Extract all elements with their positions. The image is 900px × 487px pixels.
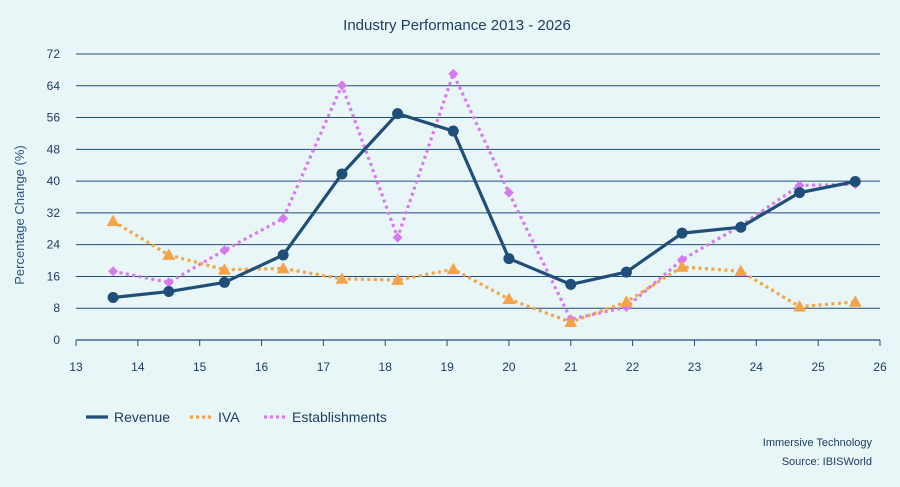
x-axis: 13 14 15 16 17 18 19 20 21 22 23 24 25 26 bbox=[69, 340, 887, 374]
data-point-iva bbox=[793, 300, 807, 312]
y-tick-label: 0 bbox=[53, 333, 60, 347]
data-point-revenue bbox=[392, 108, 404, 120]
data-point-establishments bbox=[278, 213, 289, 224]
legend-item-revenue: Revenue bbox=[86, 409, 170, 425]
data-point-iva bbox=[848, 295, 862, 307]
x-tick-label: 22 bbox=[626, 360, 640, 374]
data-point-revenue bbox=[336, 168, 348, 180]
data-point-revenue bbox=[620, 266, 632, 278]
data-point-establishments bbox=[503, 187, 514, 198]
data-point-iva bbox=[335, 272, 349, 284]
x-tick-label: 20 bbox=[502, 360, 516, 374]
data-point-iva bbox=[564, 315, 578, 327]
data-point-revenue bbox=[218, 276, 230, 288]
data-point-revenue bbox=[794, 187, 806, 199]
x-tick-label: 24 bbox=[750, 360, 764, 374]
y-tick-label: 56 bbox=[47, 111, 61, 125]
y-tick-label: 40 bbox=[47, 174, 61, 188]
data-point-iva bbox=[446, 262, 460, 275]
x-tick-label: 19 bbox=[440, 360, 454, 374]
y-tick-label: 32 bbox=[47, 206, 61, 220]
y-axis: 0 8 16 24 32 40 48 56 64 72 bbox=[47, 47, 61, 347]
series-line-iva bbox=[112, 219, 856, 324]
chart-title: Industry Performance 2013 - 2026 bbox=[343, 17, 571, 34]
data-point-revenue bbox=[277, 249, 289, 261]
series-revenue bbox=[107, 108, 861, 303]
data-point-revenue bbox=[107, 291, 119, 303]
x-tick-label: 21 bbox=[564, 360, 578, 374]
x-tick-label: 14 bbox=[131, 360, 145, 374]
data-point-iva bbox=[619, 295, 633, 307]
data-point-revenue bbox=[447, 125, 459, 137]
x-tick-label: 17 bbox=[317, 360, 331, 374]
data-point-iva bbox=[162, 248, 176, 260]
data-point-establishments bbox=[448, 68, 459, 79]
x-tick-label: 16 bbox=[255, 360, 269, 374]
data-point-establishments bbox=[163, 277, 174, 288]
data-point-establishments bbox=[108, 266, 119, 277]
series-group bbox=[106, 68, 862, 327]
data-point-iva bbox=[276, 262, 290, 274]
series-line-establishments bbox=[112, 72, 856, 321]
y-tick-label: 48 bbox=[47, 142, 61, 156]
data-point-revenue bbox=[163, 286, 175, 298]
legend-item-iva: IVA bbox=[190, 409, 240, 425]
data-point-iva bbox=[217, 263, 231, 275]
data-point-establishments bbox=[677, 254, 688, 265]
legend-label: Establishments bbox=[292, 409, 387, 425]
y-tick-label: 16 bbox=[47, 269, 61, 283]
grid bbox=[76, 53, 880, 341]
x-tick-label: 15 bbox=[193, 360, 207, 374]
series-iva bbox=[106, 214, 862, 327]
footer-industry: Immersive Technology bbox=[763, 437, 873, 449]
footer-source: Source: IBISWorld bbox=[782, 456, 872, 468]
x-tick-label: 18 bbox=[379, 360, 393, 374]
legend-label: IVA bbox=[218, 409, 240, 425]
data-point-iva bbox=[734, 264, 748, 277]
y-tick-label: 72 bbox=[47, 47, 61, 61]
legend-item-establishments: Establishments bbox=[264, 409, 387, 425]
x-tick-label: 13 bbox=[69, 360, 83, 374]
y-tick-label: 64 bbox=[47, 79, 61, 93]
data-point-iva bbox=[675, 260, 689, 272]
data-point-iva bbox=[106, 214, 120, 227]
y-tick-label: 8 bbox=[53, 301, 60, 315]
legend-label: Revenue bbox=[114, 409, 170, 425]
y-axis-label: Percentage Change (%) bbox=[12, 145, 27, 284]
data-point-revenue bbox=[565, 278, 577, 290]
x-tick-label: 26 bbox=[873, 360, 887, 374]
legend: Revenue IVA Establishments bbox=[86, 409, 387, 425]
data-point-establishments bbox=[219, 245, 230, 256]
series-line-revenue bbox=[112, 111, 856, 300]
y-tick-label: 24 bbox=[47, 238, 61, 252]
x-tick-label: 23 bbox=[688, 360, 702, 374]
x-tick-label: 25 bbox=[811, 360, 825, 374]
data-point-iva bbox=[391, 273, 405, 285]
data-point-revenue bbox=[503, 253, 515, 265]
data-point-establishments bbox=[392, 232, 403, 243]
data-point-revenue bbox=[849, 176, 861, 188]
data-point-revenue bbox=[735, 221, 747, 233]
data-point-establishments bbox=[336, 80, 347, 91]
data-point-iva bbox=[502, 292, 516, 304]
data-point-revenue bbox=[676, 227, 688, 239]
